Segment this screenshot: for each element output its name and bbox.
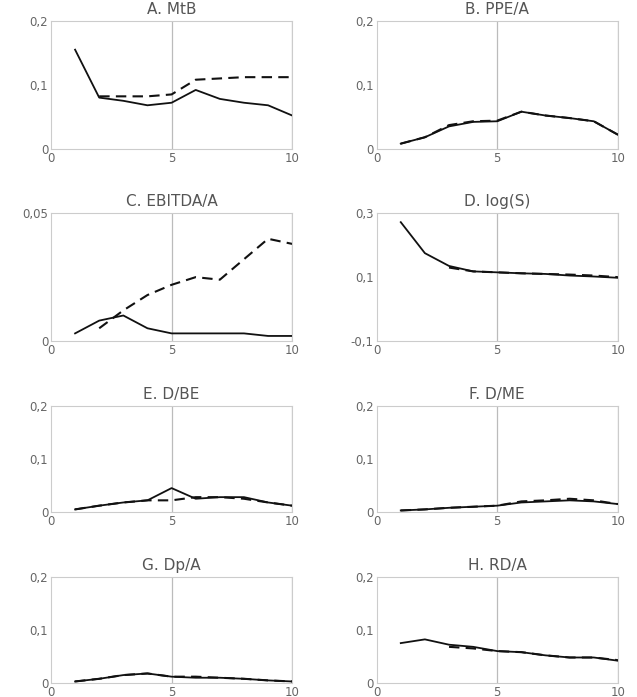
Title: C. EBITDA/A: C. EBITDA/A	[125, 194, 217, 209]
Title: D. log(S): D. log(S)	[464, 194, 531, 209]
Title: E. D/BE: E. D/BE	[143, 387, 200, 401]
Title: G. Dp/A: G. Dp/A	[142, 558, 201, 572]
Title: B. PPE/A: B. PPE/A	[466, 2, 529, 17]
Title: A. MtB: A. MtB	[147, 2, 196, 17]
Title: F. D/ME: F. D/ME	[469, 387, 525, 401]
Title: H. RD/A: H. RD/A	[468, 558, 527, 572]
